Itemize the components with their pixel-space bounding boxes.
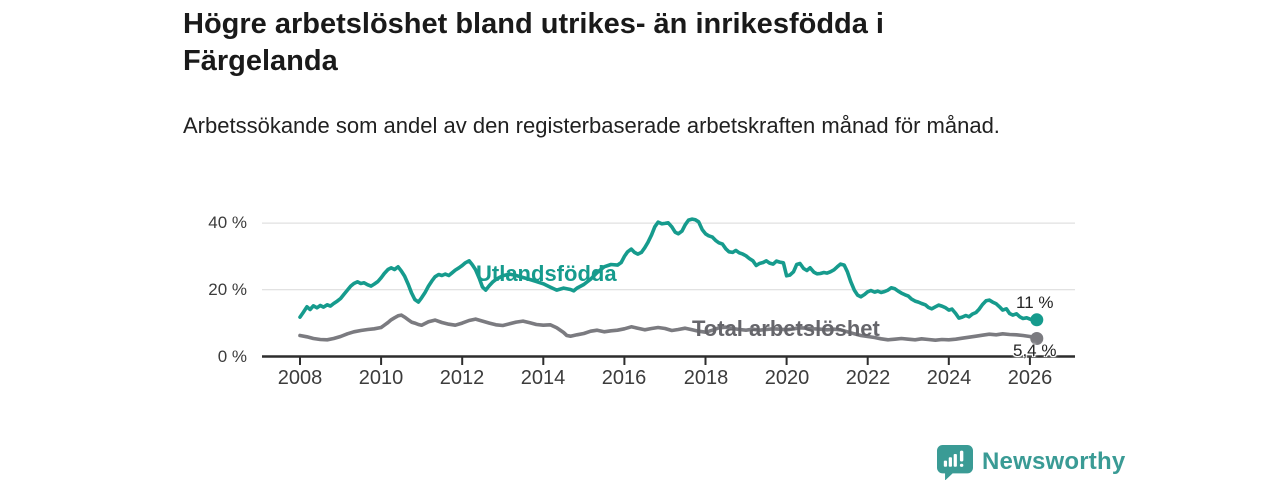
x-tick-label: 2016 (601, 367, 647, 389)
x-tick-label: 2018 (683, 367, 729, 389)
newsworthy-wordmark: Newsworthy (982, 448, 1126, 475)
newsworthy-logo[interactable]: Newsworthy (936, 444, 1125, 480)
series-label-total-arbetsloshet: Total arbetslöshet (692, 316, 880, 341)
series-label-utlandsfodda: Utlandsfödda (476, 261, 617, 286)
series-line-1 (298, 313, 1039, 343)
series-line-0 (298, 217, 1039, 322)
x-tick-label: 2012 (439, 367, 485, 389)
x-tick-label: 2014 (520, 367, 566, 389)
chart-subtitle: Arbetssökande som andel av den registerb… (183, 113, 1000, 138)
x-tick-label: 2026 (1007, 367, 1053, 389)
end-value-label-total: 5,4 % (1013, 341, 1057, 360)
end-value-label-utlandsfodda: 11 % (1016, 293, 1054, 312)
x-tick-label: 2010 (358, 367, 404, 389)
y-tick-label: 0 % (217, 347, 247, 366)
newsworthy-chart-bubble-icon (937, 444, 973, 480)
chart-title: Högre arbetslöshet bland utrikes- än inr… (183, 8, 884, 77)
x-tick-label: 2008 (277, 367, 323, 389)
x-tick-label: 2022 (845, 367, 891, 389)
series-end-dot-1 (1030, 332, 1044, 345)
y-tick-label: 40 % (208, 213, 247, 232)
y-tick-label: 20 % (208, 280, 247, 299)
x-tick-label: 2020 (764, 367, 810, 389)
series-end-dot-0 (1030, 313, 1044, 327)
x-tick-label: 2024 (926, 367, 972, 389)
